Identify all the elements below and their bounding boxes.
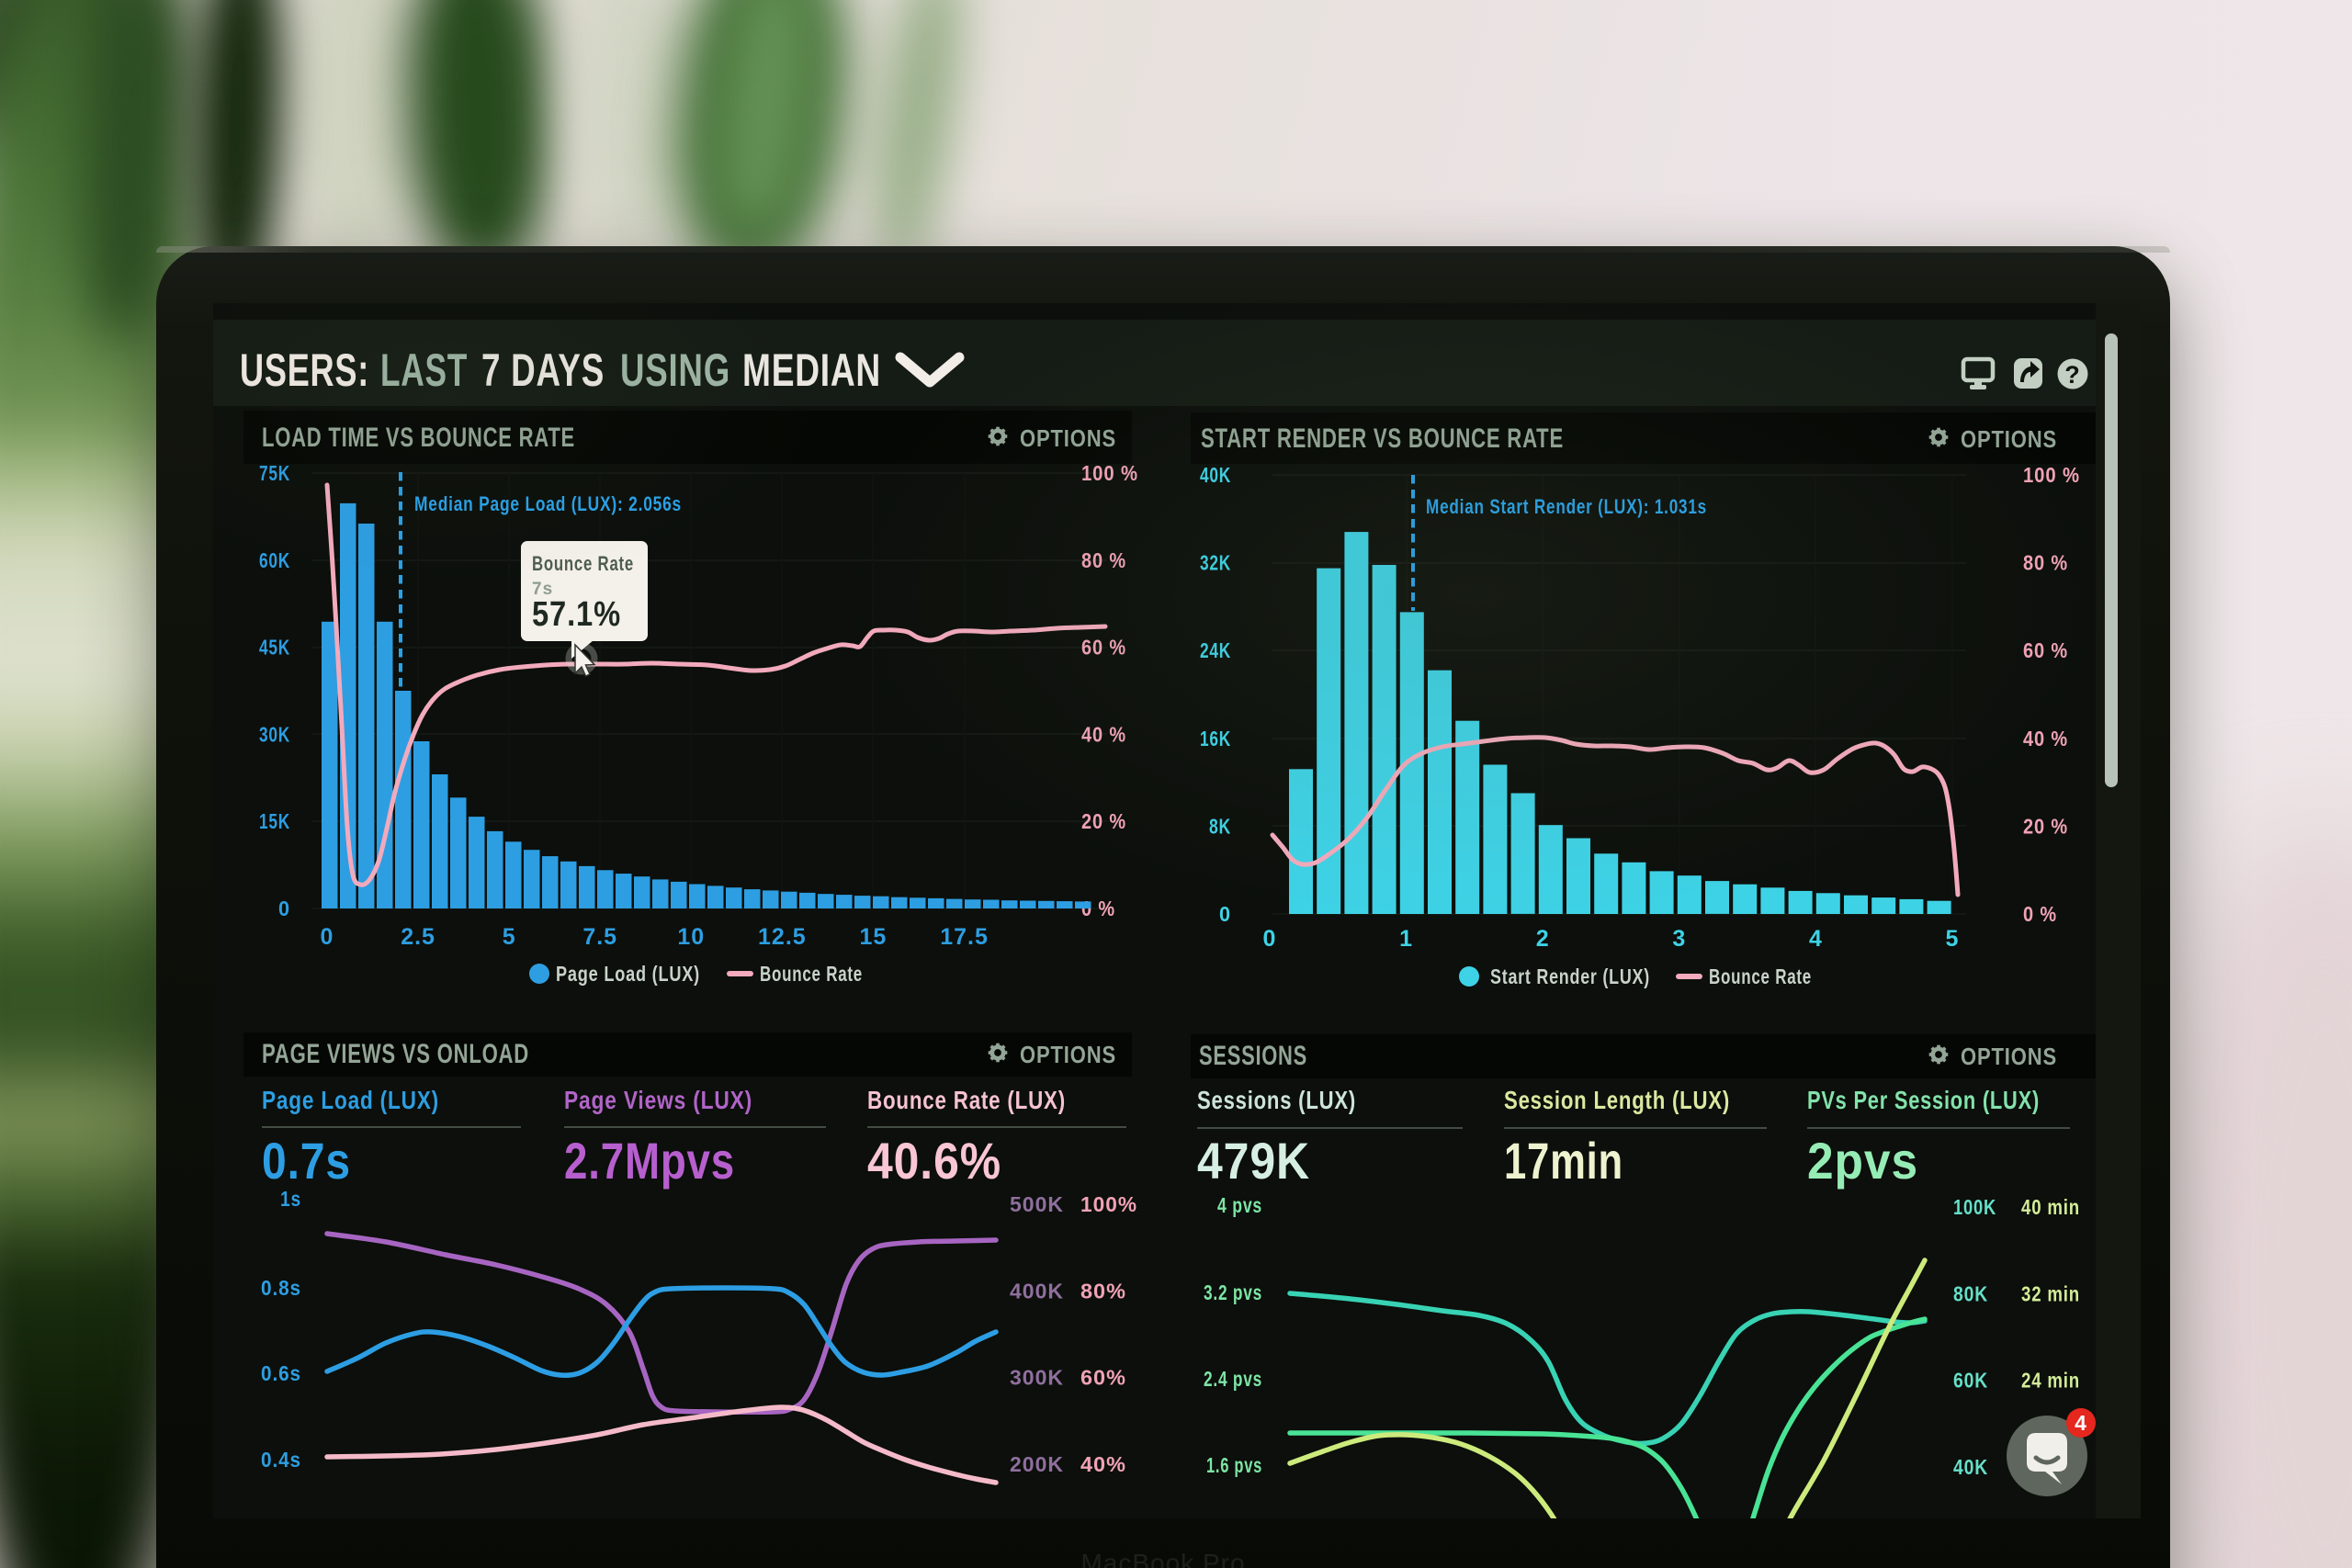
- svg-text:100%: 100%: [1080, 1192, 1137, 1216]
- svg-text:Bounce Rate: Bounce Rate: [1709, 964, 1812, 988]
- svg-text:0: 0: [321, 924, 334, 950]
- svg-text:100 %: 100 %: [2023, 463, 2080, 487]
- svg-text:200K: 200K: [1010, 1452, 1064, 1476]
- svg-text:40K: 40K: [1953, 1455, 1988, 1479]
- svg-text:Start Render (LUX): Start Render (LUX): [1490, 964, 1650, 988]
- svg-text:0.7s: 0.7s: [262, 1132, 351, 1190]
- svg-text:USERS:: USERS:: [240, 344, 369, 396]
- svg-text:4: 4: [1809, 926, 1823, 952]
- svg-text:Session Length (LUX): Session Length (LUX): [1504, 1086, 1730, 1114]
- svg-text:2pvs: 2pvs: [1807, 1132, 1918, 1190]
- svg-text:PAGE VIEWS VS ONLOAD: PAGE VIEWS VS ONLOAD: [262, 1039, 529, 1069]
- svg-text:0: 0: [1263, 926, 1277, 952]
- svg-text:7s: 7s: [532, 580, 553, 599]
- svg-text:40.6%: 40.6%: [867, 1132, 1001, 1190]
- svg-text:1: 1: [1399, 926, 1413, 952]
- svg-text:2.4 pvs: 2.4 pvs: [1204, 1367, 1262, 1391]
- svg-text:USING: USING: [620, 344, 730, 396]
- svg-text:20 %: 20 %: [1081, 809, 1126, 833]
- svg-text:START RENDER VS BOUNCE RATE: START RENDER VS BOUNCE RATE: [1201, 423, 1564, 454]
- svg-text:60 %: 60 %: [1081, 636, 1126, 660]
- svg-text:0: 0: [278, 897, 290, 920]
- svg-text:32K: 32K: [1200, 551, 1231, 575]
- svg-text:24K: 24K: [1200, 638, 1231, 662]
- svg-text:40 %: 40 %: [1081, 722, 1126, 746]
- svg-text:100 %: 100 %: [1081, 461, 1138, 485]
- svg-text:Median Start Render (LUX): 1.0: Median Start Render (LUX): 1.031s: [1426, 495, 1707, 518]
- svg-text:40 min: 40 min: [2021, 1195, 2080, 1219]
- svg-text:17.5: 17.5: [940, 924, 989, 950]
- svg-text:OPTIONS: OPTIONS: [1020, 1041, 1116, 1068]
- svg-text:0.4s: 0.4s: [261, 1448, 301, 1472]
- svg-text:Bounce Rate: Bounce Rate: [532, 552, 634, 575]
- svg-text:57.1%: 57.1%: [532, 595, 621, 634]
- svg-text:2: 2: [1536, 926, 1550, 952]
- svg-text:400K: 400K: [1010, 1279, 1064, 1303]
- svg-text:60K: 60K: [259, 548, 290, 572]
- svg-text:40%: 40%: [1080, 1452, 1126, 1476]
- svg-text:12.5: 12.5: [758, 924, 807, 950]
- svg-text:15: 15: [860, 924, 888, 950]
- svg-text:?: ?: [2064, 361, 2081, 389]
- svg-text:32 min: 32 min: [2021, 1281, 2080, 1305]
- svg-text:7.5: 7.5: [582, 924, 617, 950]
- svg-text:MEDIAN: MEDIAN: [742, 344, 881, 396]
- svg-text:PVs Per Session (LUX): PVs Per Session (LUX): [1807, 1086, 2040, 1114]
- svg-text:8K: 8K: [1209, 814, 1231, 838]
- svg-text:1s: 1s: [280, 1187, 301, 1211]
- svg-text:16K: 16K: [1200, 727, 1231, 750]
- svg-text:300K: 300K: [1010, 1366, 1064, 1390]
- svg-text:100K: 100K: [1953, 1195, 1996, 1219]
- svg-text:2.7Mpvs: 2.7Mpvs: [564, 1132, 735, 1190]
- svg-text:SESSIONS: SESSIONS: [1199, 1041, 1307, 1071]
- svg-text:40K: 40K: [1200, 463, 1231, 487]
- svg-text:LOAD TIME VS BOUNCE RATE: LOAD TIME VS BOUNCE RATE: [262, 423, 575, 453]
- svg-text:80 %: 80 %: [1081, 548, 1126, 572]
- svg-text:5: 5: [1946, 926, 1960, 952]
- svg-text:20 %: 20 %: [2023, 814, 2068, 838]
- svg-text:15K: 15K: [259, 809, 290, 833]
- svg-text:0.8s: 0.8s: [261, 1276, 301, 1300]
- svg-text:24 min: 24 min: [2021, 1369, 2080, 1393]
- svg-text:OPTIONS: OPTIONS: [1961, 425, 2057, 453]
- svg-text:30K: 30K: [259, 722, 290, 746]
- svg-text:5: 5: [503, 924, 516, 950]
- svg-text:60K: 60K: [1953, 1369, 1988, 1393]
- svg-text:45K: 45K: [259, 636, 290, 660]
- svg-text:1.6 pvs: 1.6 pvs: [1206, 1453, 1262, 1477]
- svg-text:3: 3: [1672, 926, 1686, 952]
- svg-text:10: 10: [677, 924, 705, 950]
- svg-text:75K: 75K: [259, 461, 290, 485]
- svg-text:500K: 500K: [1010, 1192, 1064, 1216]
- svg-text:Page Views (LUX): Page Views (LUX): [564, 1086, 752, 1114]
- svg-text:60%: 60%: [1080, 1366, 1126, 1390]
- svg-text:80K: 80K: [1953, 1281, 1988, 1305]
- svg-text:0.6s: 0.6s: [261, 1361, 301, 1385]
- svg-text:Median Page Load (LUX): 2.056s: Median Page Load (LUX): 2.056s: [414, 492, 682, 515]
- svg-text:Page Load (LUX): Page Load (LUX): [262, 1086, 439, 1114]
- svg-text:4 pvs: 4 pvs: [1217, 1193, 1262, 1217]
- svg-text:4: 4: [2075, 1411, 2087, 1435]
- svg-text:3.2 pvs: 3.2 pvs: [1204, 1280, 1262, 1304]
- svg-text:Sessions (LUX): Sessions (LUX): [1197, 1086, 1356, 1114]
- svg-text:60 %: 60 %: [2023, 638, 2068, 662]
- svg-text:40 %: 40 %: [2023, 727, 2068, 750]
- svg-text:Bounce Rate: Bounce Rate: [760, 962, 863, 986]
- svg-text:0: 0: [1219, 902, 1231, 926]
- svg-text:LAST: LAST: [380, 344, 468, 396]
- svg-text:Page Load (LUX): Page Load (LUX): [556, 962, 700, 986]
- svg-text:80 %: 80 %: [2023, 551, 2068, 575]
- svg-text:479K: 479K: [1197, 1132, 1310, 1190]
- svg-text:7 DAYS: 7 DAYS: [481, 344, 605, 396]
- svg-text:Bounce Rate (LUX): Bounce Rate (LUX): [867, 1086, 1066, 1114]
- svg-text:OPTIONS: OPTIONS: [1020, 424, 1116, 452]
- svg-text:80%: 80%: [1080, 1279, 1126, 1303]
- svg-text:OPTIONS: OPTIONS: [1961, 1043, 2057, 1070]
- svg-text:2.5: 2.5: [401, 924, 435, 950]
- svg-text:17min: 17min: [1504, 1132, 1623, 1190]
- svg-text:0 %: 0 %: [2023, 902, 2057, 926]
